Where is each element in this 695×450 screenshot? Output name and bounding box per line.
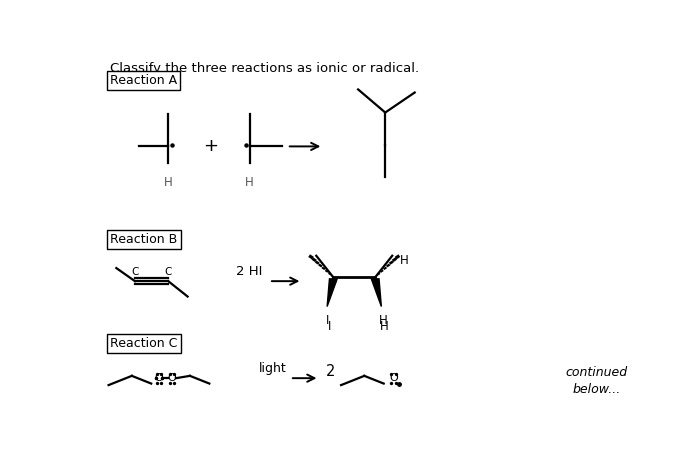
Text: C: C (165, 266, 172, 277)
Text: 2 HI: 2 HI (236, 265, 263, 278)
Text: Classify the three reactions as ionic or radical.: Classify the three reactions as ionic or… (110, 62, 419, 75)
Text: O: O (154, 373, 163, 383)
Text: Reaction C: Reaction C (110, 338, 177, 351)
Text: Reaction A: Reaction A (110, 74, 177, 87)
Text: H: H (400, 254, 409, 267)
Text: H: H (380, 320, 389, 333)
Text: H: H (164, 176, 172, 189)
Text: +: + (204, 137, 218, 155)
Text: H: H (245, 176, 254, 189)
Polygon shape (371, 279, 382, 306)
Text: Reaction B: Reaction B (110, 233, 177, 246)
Text: O: O (389, 373, 398, 383)
Text: C: C (131, 266, 138, 277)
Text: I: I (328, 320, 331, 333)
Text: I: I (325, 314, 329, 327)
Text: light: light (259, 362, 287, 375)
Text: continued
below...: continued below... (566, 366, 628, 396)
Polygon shape (327, 279, 337, 306)
Text: 2: 2 (327, 364, 336, 379)
Text: O: O (167, 373, 177, 383)
Text: H: H (379, 314, 387, 327)
